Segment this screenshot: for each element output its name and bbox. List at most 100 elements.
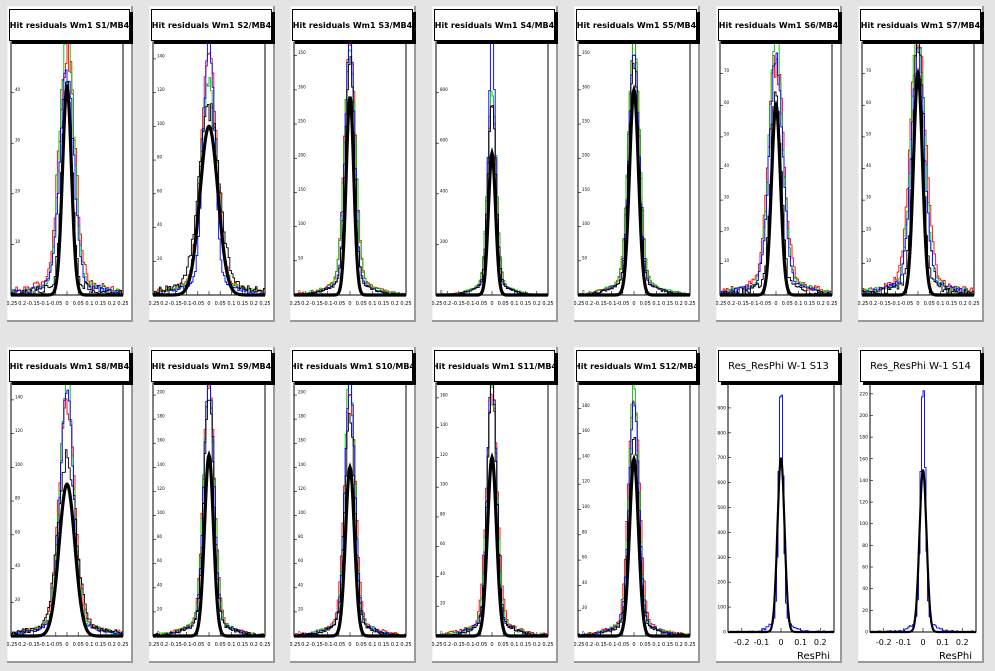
chart-pad-4: 02004006008001000-0.250.2-0.15-0.1-0.050…	[432, 6, 558, 322]
x-tick-label: -0.05	[191, 301, 204, 307]
chart-svg: 01020304050-0.250.2-0.15-0.1-0.0500.050.…	[7, 37, 129, 308]
y-tick-label: 100	[582, 504, 590, 509]
fit-curve	[153, 124, 265, 297]
y-tick-label: 40	[440, 571, 446, 576]
x-tick-label: -0.1	[749, 301, 759, 307]
chart-svg: 050100150200250300350-0.250.2-0.15-0.1-0…	[290, 41, 412, 307]
series-histogram	[720, 52, 832, 296]
x-tick-label: 0.05	[73, 642, 84, 648]
x-tick-label: 0.2	[108, 301, 116, 307]
series-histogram	[862, 41, 974, 296]
chart-title: Res_ResPhi W-1 S13	[718, 350, 839, 382]
y-tick-label: 40	[582, 580, 588, 585]
x-tick-label: -0.05	[191, 642, 204, 648]
x-tick-label: 0.05	[215, 301, 226, 307]
x-tick-label: 0.15	[662, 301, 673, 307]
chart-pad-3: 050100150200250300350-0.250.2-0.15-0.1-0…	[290, 6, 416, 322]
chart-svg: 050100150200250300350-0.250.2-0.15-0.1-0…	[574, 41, 696, 307]
y-tick-label: 200	[582, 153, 590, 158]
x-tick-label: -0.05	[332, 301, 345, 307]
x-tick-label: 0.15	[95, 642, 106, 648]
x-tick-label: -0.15	[452, 642, 465, 648]
chart-title: Hit residuals Wm1 S4/MB4	[434, 9, 555, 41]
x-tick-label: 0.15	[378, 642, 389, 648]
y-tick-label: 40	[298, 582, 304, 587]
x-tick-label: 0.1	[936, 638, 949, 647]
x-tick-label: 0	[65, 642, 68, 648]
x-tick-label: -0.25	[149, 301, 159, 307]
y-tick-label: 250	[582, 119, 590, 124]
y-tick-label: 140	[859, 478, 868, 484]
x-tick-label: -0.15	[310, 642, 323, 648]
y-tick-label: 20	[440, 601, 446, 606]
y-tick-label: 500	[717, 505, 726, 511]
chart-title: Hit residuals Wm1 S2/MB4	[151, 9, 272, 41]
y-tick-label: 140	[440, 422, 448, 427]
y-tick-label: 100	[717, 605, 726, 611]
plot-frame	[10, 382, 124, 637]
x-tick-label: 0.2	[443, 642, 451, 648]
x-tick-label: 0	[778, 638, 783, 647]
x-tick-label: 0.1	[652, 642, 660, 648]
y-tick-label: 40	[15, 87, 21, 92]
y-tick-label: 60	[157, 558, 163, 563]
x-tick-label: 0.2	[814, 638, 827, 647]
y-tick-label: 180	[298, 414, 306, 419]
x-tick-label: 0	[920, 638, 925, 647]
fit-curve	[436, 452, 548, 638]
chart-pad-7: 01020304050607080-0.250.2-0.15-0.1-0.050…	[858, 6, 984, 322]
plot-frame	[719, 41, 833, 296]
x-tick-label: 0	[490, 642, 493, 648]
x-tick-label: -0.1	[182, 642, 192, 648]
x-tick-label: 0	[348, 301, 351, 307]
fit-curve	[11, 81, 123, 297]
x-tick-label: -0.25	[290, 301, 300, 307]
y-tick-label: 250	[298, 119, 306, 124]
y-tick-label: 160	[859, 456, 868, 462]
plot-frame	[152, 382, 266, 637]
y-tick-label: 200	[440, 239, 448, 244]
y-tick-label: 120	[157, 486, 165, 491]
x-tick-label: -0.25	[716, 301, 726, 307]
x-tick-label: 0.2	[18, 642, 26, 648]
y-tick-label: 180	[157, 414, 165, 419]
x-tick-label: 0.25	[826, 301, 837, 307]
chart-pad-1: 01020304050-0.250.2-0.15-0.1-0.0500.050.…	[7, 6, 133, 322]
x-tick-label: -0.1	[607, 301, 617, 307]
y-tick-label: 20	[862, 608, 868, 614]
y-tick-label: 180	[582, 403, 590, 408]
y-tick-label: 10	[866, 258, 872, 263]
x-tick-label: -0.25	[290, 642, 300, 648]
y-tick-label: 140	[15, 394, 23, 399]
x-tick-label: 0.05	[498, 301, 509, 307]
x-tick-label: 0.25	[968, 301, 979, 307]
y-tick-label: 80	[157, 534, 163, 539]
y-tick-label: 300	[717, 555, 726, 561]
y-tick-label: 40	[157, 222, 163, 227]
y-tick-label: 60	[862, 565, 868, 571]
x-tick-label: 0.2	[869, 301, 877, 307]
series-histogram	[578, 62, 690, 296]
y-tick-label: 350	[582, 50, 590, 55]
x-tick-label: 0	[632, 642, 635, 648]
y-tick-label: 100	[582, 221, 590, 226]
series-histogram	[153, 399, 265, 637]
x-tick-label: -0.05	[758, 301, 771, 307]
y-tick-label: 600	[717, 480, 726, 486]
y-tick-label: 80	[15, 496, 21, 501]
y-tick-label: 120	[15, 428, 23, 433]
y-tick-label: 400	[717, 530, 726, 536]
fit-curve	[11, 482, 123, 638]
x-tick-label: 0.15	[662, 642, 673, 648]
x-tick-label: -0.1	[754, 638, 770, 647]
x-tick-label: -0.05	[616, 301, 629, 307]
chart-svg: 020406080100120140160180-0.250.2-0.15-0.…	[574, 382, 696, 648]
chart-pad-8: 020406080100120140-0.250.2-0.15-0.1-0.05…	[7, 347, 133, 663]
x-axis-label: ResPhi	[797, 651, 830, 662]
chart-svg: 020406080100120140-0.250.2-0.15-0.1-0.05…	[7, 382, 129, 648]
chart-pad-12: 020406080100120140160180-0.250.2-0.15-0.…	[574, 347, 700, 663]
x-tick-label: 0.2	[585, 301, 593, 307]
x-tick-label: -0.2	[876, 638, 892, 647]
x-tick-label: 0	[632, 301, 635, 307]
x-tick-label: 0.05	[356, 301, 367, 307]
